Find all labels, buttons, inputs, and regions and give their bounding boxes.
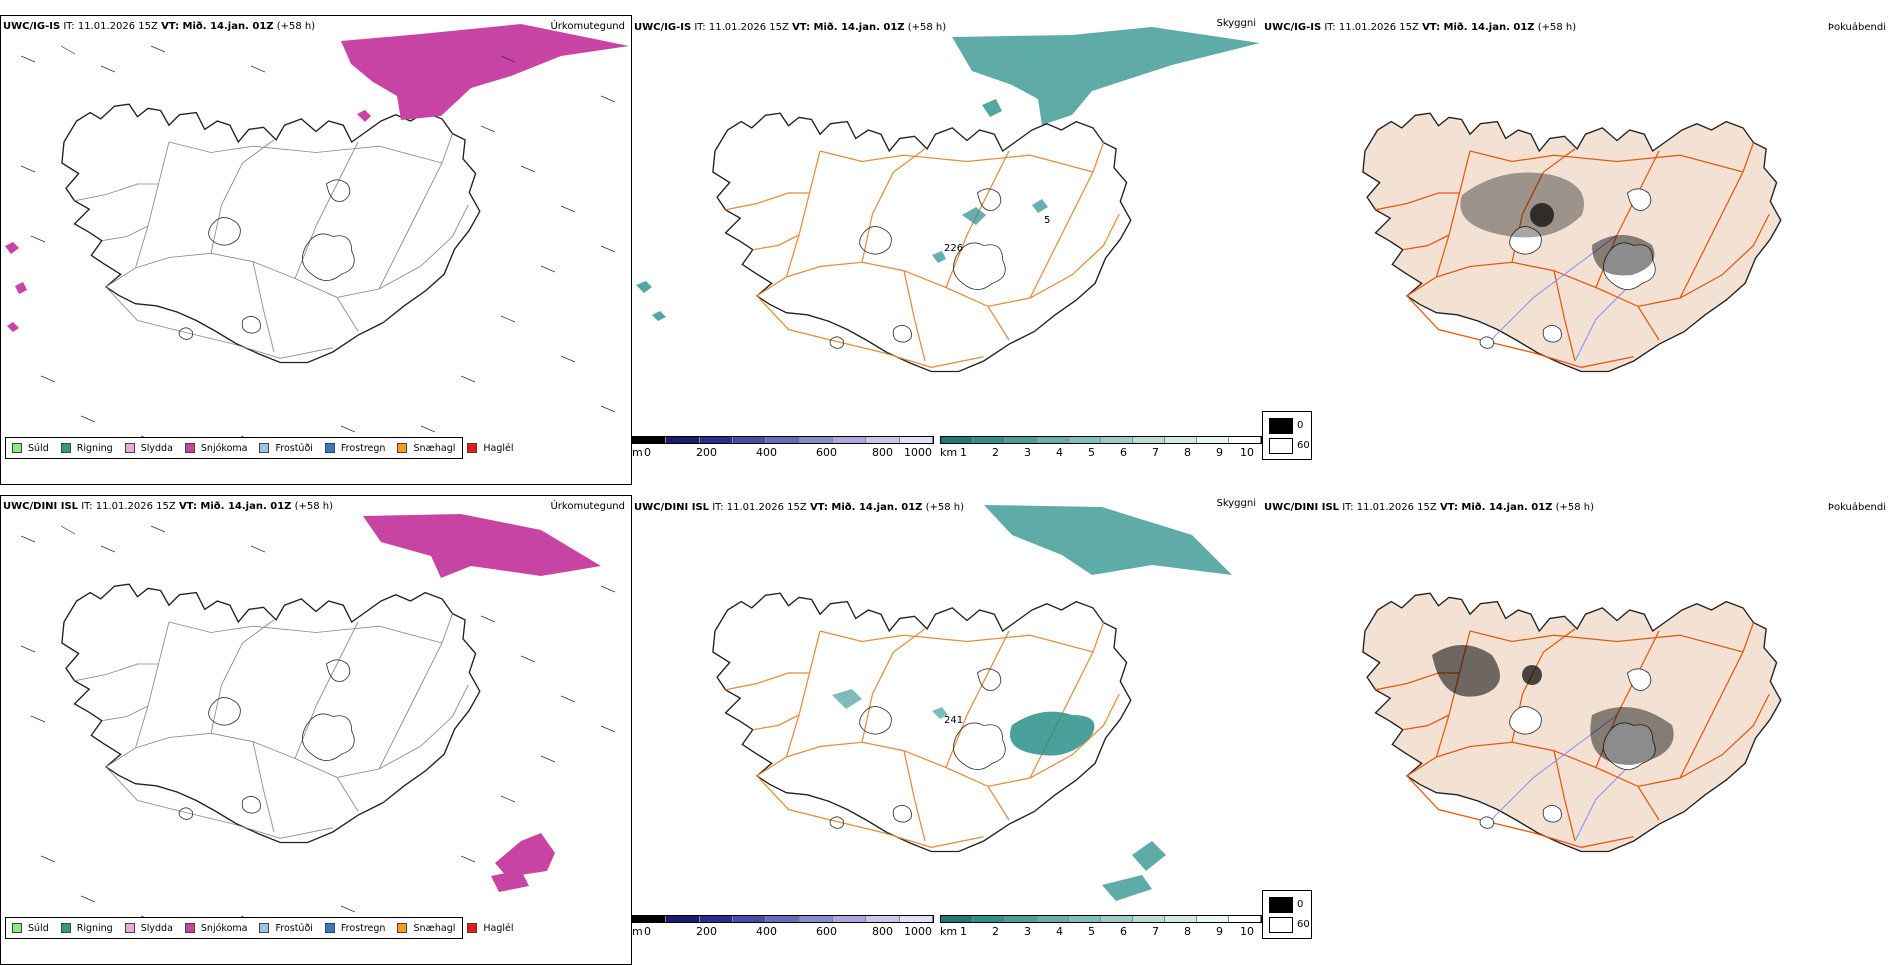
vis-marker: 226 — [944, 243, 963, 254]
precip-map-row2 — [20, 514, 616, 923]
legend-item: Súld — [12, 923, 49, 934]
cloud-panel-row1: UWC/IG-IS IT: 11.01.2026 15Z VT: Mið. 14… — [1262, 15, 1892, 485]
precip-title: Úrkomutegund — [550, 21, 625, 32]
vis-marker: 241 — [944, 715, 963, 726]
cloud-legend-row2: 0 60 — [1262, 890, 1312, 939]
legend-item: Snjókoma — [184, 443, 247, 454]
precip-legend-row1: Súld Rigning Slydda Snjókoma Frostúði Fr… — [5, 437, 514, 459]
height-colorbar-row1: m 0 200 400 600 800 1000 — [632, 436, 934, 470]
legend-item: Frostregn — [324, 923, 385, 934]
visibility-map-row1: 226 5 — [636, 27, 1260, 373]
cloud-panel-row2: UWC/DINI ISL IT: 11.01.2026 15Z VT: Mið.… — [1262, 495, 1892, 965]
legend-item: Rigning — [60, 443, 113, 454]
snow-area-row2 — [363, 514, 601, 578]
visibility-colorbar-row1: km 1 2 3 4 5 6 7 8 9 10 — [940, 436, 1262, 470]
vt-label: VT: Mið. 14.jan. 01Z — [161, 21, 274, 32]
vis-marker: 5 — [1044, 215, 1050, 226]
legend-item: Slydda — [124, 923, 173, 934]
legend-item: Súld — [12, 443, 49, 454]
precip-panel-row1: UWC/IG-IS IT: 11.01.2026 15Z VT: Mið. 14… — [0, 15, 632, 485]
height-colorbar-row2: m 0 200 400 600 800 1000 — [632, 915, 934, 949]
cloud-legend-row1: 0 60 — [1262, 411, 1312, 460]
precip-legend-row2: Súld Rigning Slydda Snjókoma Frostúði Fr… — [5, 917, 514, 939]
wind-barbs-row1 — [20, 45, 616, 443]
cloud-header-row2: UWC/DINI ISL IT: 11.01.2026 15Z VT: Mið.… — [1264, 502, 1595, 513]
legend-item: Snæhagl — [397, 923, 455, 934]
legend-item: Snjókoma — [184, 923, 247, 934]
precip-header-row2: UWC/DINI ISL IT: 11.01.2026 15Z VT: Mið.… — [3, 501, 334, 512]
precip-title: Úrkomutegund — [550, 501, 625, 512]
it-time: 11.01.2026 15Z — [77, 21, 158, 32]
model-name: UWC/IG-IS — [3, 21, 61, 32]
legend-item: Frostúði — [259, 923, 313, 934]
legend-item: Rigning — [60, 923, 113, 934]
visibility-colorbar-row2: km 1 2 3 4 5 6 7 8 9 10 — [940, 915, 1262, 949]
visibility-panel-row1: 226 5 UWC/IG-IS IT: 11.01.2026 15Z VT: M… — [632, 15, 1262, 485]
cloud-map-row2 — [1362, 592, 1782, 853]
legend-item: Slydda — [124, 443, 173, 454]
cloud-title: Þokuábendi — [1827, 22, 1886, 33]
snow-area-row1 — [341, 24, 629, 120]
visibility-header-row1: UWC/IG-IS IT: 11.01.2026 15Z VT: Mið. 14… — [634, 22, 947, 33]
precip-panel-row2: UWC/DINI ISL IT: 11.01.2026 15Z VT: Mið.… — [0, 495, 632, 965]
cloud-header-row1: UWC/IG-IS IT: 11.01.2026 15Z VT: Mið. 14… — [1264, 22, 1577, 33]
it-label: IT: — [63, 21, 75, 32]
visibility-map-row2: 241 — [712, 505, 1232, 901]
visibility-title: Skyggni — [1216, 498, 1256, 509]
legend-item: Snæhagl — [397, 443, 455, 454]
lead-time: (+58 h) — [276, 21, 316, 32]
visibility-title: Skyggni — [1216, 18, 1256, 29]
legend-item: Frostregn — [324, 443, 385, 454]
precip-map-row1 — [5, 24, 629, 443]
cloud-map-row1 — [1362, 112, 1782, 373]
precip-header-row1: UWC/IG-IS IT: 11.01.2026 15Z VT: Mið. 14… — [3, 21, 315, 32]
visibility-panel-row2: 241 UWC/DINI ISL IT: 11.01.2026 15Z VT: … — [632, 495, 1262, 965]
visibility-header-row2: UWC/DINI ISL IT: 11.01.2026 15Z VT: Mið.… — [634, 502, 965, 513]
legend-item: Frostúði — [259, 443, 313, 454]
cloud-title: Þokuábendi — [1827, 502, 1886, 513]
legend-item: Haglél — [467, 443, 514, 454]
legend-item: Haglél — [467, 923, 514, 934]
